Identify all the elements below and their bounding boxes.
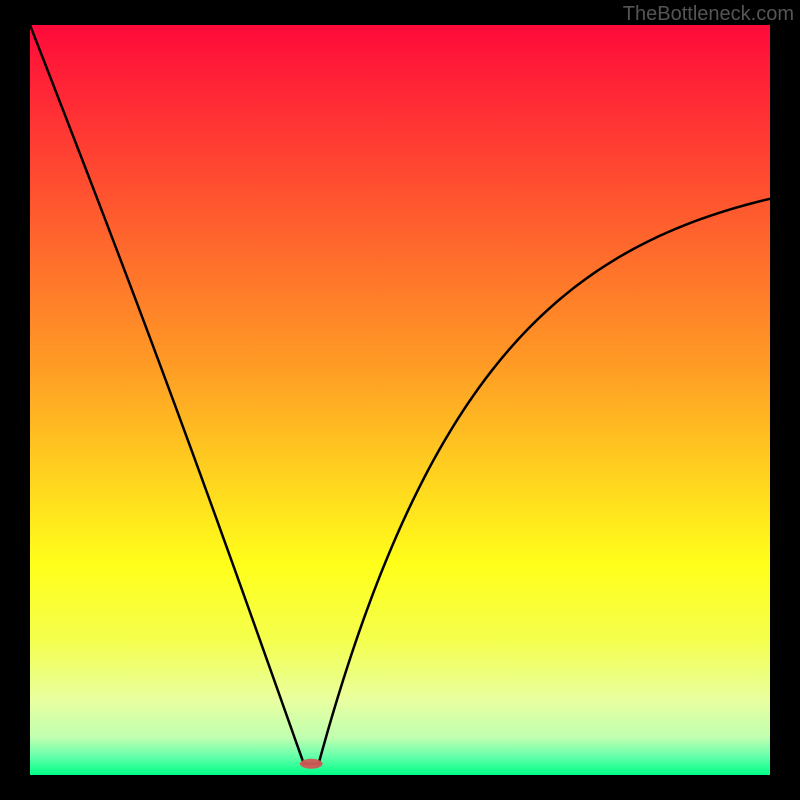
- min-marker: [300, 759, 323, 769]
- chart-svg: [0, 0, 800, 800]
- plot-background: [30, 25, 770, 775]
- chart-container: { "watermark": { "text": "TheBottleneck.…: [0, 0, 800, 800]
- watermark-text: TheBottleneck.com: [623, 3, 794, 26]
